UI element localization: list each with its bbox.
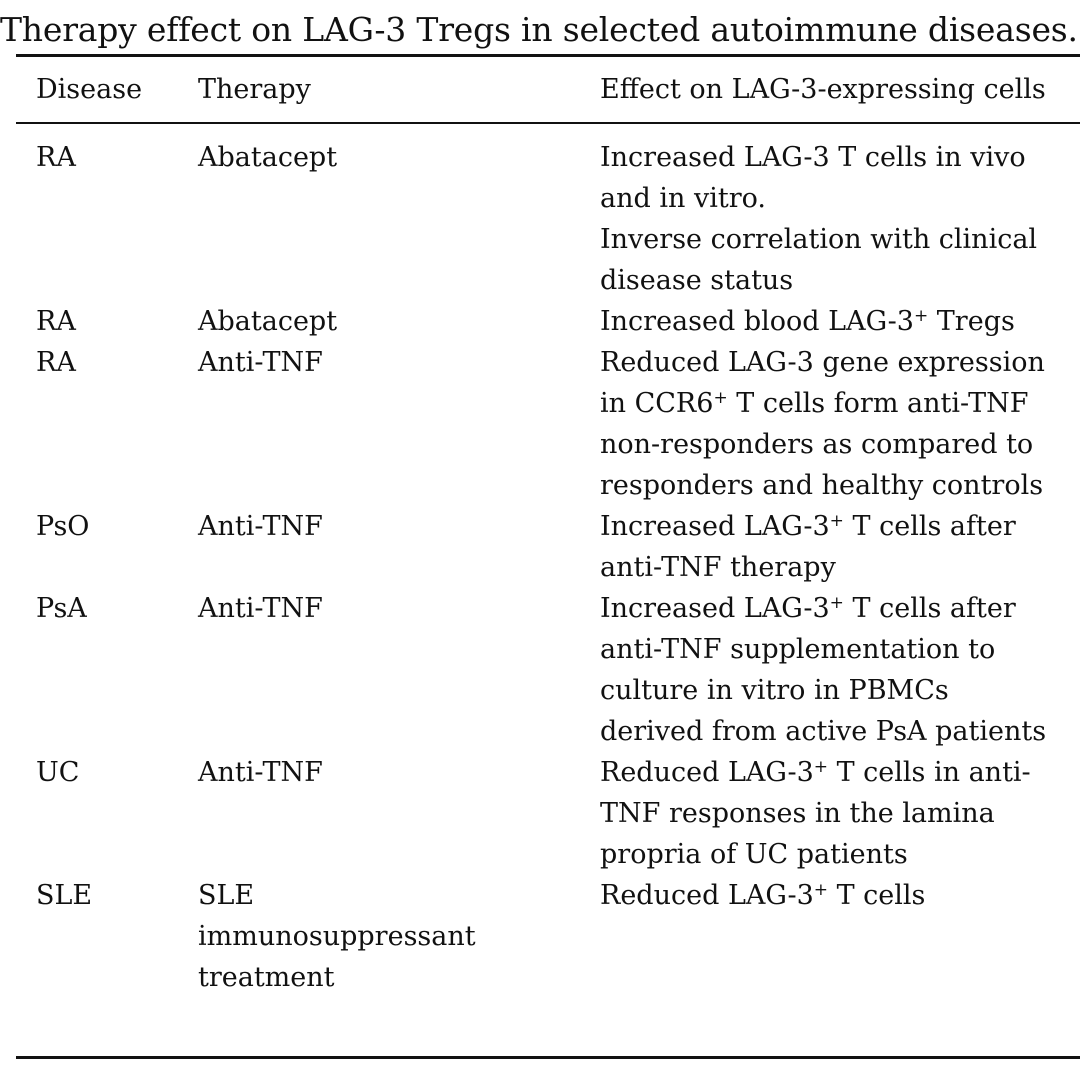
disease-cell: PsA — [36, 593, 87, 624]
therapy-cell: Anti-TNF — [198, 593, 323, 624]
effect-cell: Reduced LAG-3+ T cells in anti- TNF respo… — [600, 752, 1080, 875]
effect-line: Increased LAG-3 T cells in vivo — [600, 137, 1080, 178]
effect-line: Reduced LAG-3+ T cells — [600, 875, 1080, 916]
superscript-plus: + — [829, 511, 844, 531]
effect-line: in CCR6+ T cells form anti-TNF — [600, 383, 1080, 424]
effect-cell: Increased blood LAG-3+ Tregs — [600, 301, 1080, 342]
effect-text: responders and healthy controls — [600, 470, 1044, 501]
effect-line: derived from active PsA patients — [600, 711, 1080, 752]
therapy-cell: Abatacept — [198, 142, 338, 173]
therapy-cell: Anti-TNF — [198, 347, 323, 378]
effect-text: Inverse correlation with clinical — [600, 224, 1038, 255]
table-row: UC Anti-TNF Reduced LAG-3+ T cells in an… — [0, 752, 1080, 875]
therapy-cell: Anti-TNF — [198, 511, 323, 542]
disease-cell: UC — [36, 757, 80, 788]
effect-text: Increased LAG-3 — [600, 511, 830, 542]
column-header-disease: Disease — [36, 74, 143, 105]
effect-line: TNF responses in the lamina — [600, 793, 1080, 834]
effect-text: in CCR6 — [600, 388, 714, 419]
effect-text: Tregs — [928, 306, 1015, 337]
therapy-cell: SLE immunosuppressant treatment — [198, 880, 476, 993]
table-caption: Therapy effect on LAG-3 Tregs in selecte… — [0, 10, 1078, 49]
effect-text: Reduced LAG-3 — [600, 880, 814, 911]
header-rule — [16, 122, 1080, 124]
effect-text: Increased LAG-3 T cells in vivo — [600, 142, 1026, 173]
effect-line: Reduced LAG-3 gene expression — [600, 342, 1080, 383]
table-row: RA Abatacept Increased blood LAG-3+ Treg… — [0, 301, 1080, 342]
superscript-plus: + — [913, 306, 929, 326]
effect-line: Increased LAG-3+ T cells after — [600, 506, 1080, 547]
effect-line: responders and healthy controls — [600, 465, 1080, 506]
effect-line: culture in vitro in PBMCs — [600, 670, 1080, 711]
effect-text: Reduced LAG-3 — [600, 757, 814, 788]
effect-text: Increased blood LAG-3 — [600, 306, 914, 337]
superscript-plus: + — [813, 880, 828, 900]
effect-line: Inverse correlation with clinical — [600, 219, 1080, 260]
effect-text: non-responders as compared to — [600, 429, 1034, 460]
effect-line: propria of UC patients — [600, 834, 1080, 875]
effect-text: Increased LAG-3 — [600, 593, 830, 624]
effect-cell: Reduced LAG-3 gene expression in CCR6+ T … — [600, 342, 1080, 506]
disease-cell: PsO — [36, 511, 90, 542]
disease-cell: RA — [36, 142, 76, 173]
table-row: SLE SLE immunosuppressant treatment Redu… — [0, 875, 1080, 998]
disease-cell: RA — [36, 306, 76, 337]
effect-text: T cells form anti-TNF — [727, 388, 1029, 419]
table-row: PsA Anti-TNF Increased LAG-3+ T cells af… — [0, 588, 1080, 752]
effect-line: anti-TNF supplementation to — [600, 629, 1080, 670]
therapy-cell: Anti-TNF — [198, 757, 323, 788]
superscript-plus: + — [829, 593, 844, 613]
therapy-cell: Abatacept — [198, 306, 338, 337]
effect-line: Reduced LAG-3+ T cells in anti- — [600, 752, 1080, 793]
effect-text: propria of UC patients — [600, 839, 908, 870]
effect-line: Increased LAG-3+ T cells after — [600, 588, 1080, 629]
bottom-rule — [16, 1056, 1080, 1059]
effect-cell: Reduced LAG-3+ T cells — [600, 875, 1080, 916]
effect-line: non-responders as compared to — [600, 424, 1080, 465]
effect-line: disease status — [600, 260, 1080, 301]
effect-text: culture in vitro in PBMCs — [600, 675, 949, 706]
effect-text: T cells after — [843, 511, 1016, 542]
effect-text: T cells after — [843, 593, 1016, 624]
top-rule — [16, 54, 1080, 57]
superscript-plus: + — [813, 757, 828, 777]
effect-text: TNF responses in the lamina — [600, 798, 995, 829]
effect-text: anti-TNF therapy — [600, 552, 836, 583]
table-row: PsO Anti-TNF Increased LAG-3+ T cells af… — [0, 506, 1080, 588]
effect-cell: Increased LAG-3+ T cells after anti-TNF s… — [600, 588, 1080, 752]
column-header-effect: Effect on LAG-3-expressing cells — [600, 74, 1046, 105]
effect-text: disease status — [600, 265, 794, 296]
table-body: RA Abatacept Increased LAG-3 T cells in … — [0, 137, 1080, 998]
column-header-therapy: Therapy — [198, 74, 311, 105]
effect-text: Reduced LAG-3 gene expression — [600, 347, 1045, 378]
superscript-plus: + — [713, 388, 728, 408]
effect-text: T cells in anti- — [828, 757, 1031, 788]
effect-text: derived from active PsA patients — [600, 716, 1047, 747]
effect-text: T cells — [828, 880, 926, 911]
effect-line: anti-TNF therapy — [600, 547, 1080, 588]
effect-cell: Increased LAG-3+ T cells after anti-TNF t… — [600, 506, 1080, 588]
effect-line: and in vitro. — [600, 178, 1080, 219]
disease-cell: RA — [36, 347, 76, 378]
effect-text: and in vitro. — [600, 183, 766, 214]
effect-line: Increased blood LAG-3+ Tregs — [600, 301, 1080, 342]
effect-cell: Increased LAG-3 T cells in vivo and in vi… — [600, 137, 1080, 301]
disease-cell: SLE — [36, 880, 93, 911]
table-row: RA Abatacept Increased LAG-3 T cells in … — [0, 137, 1080, 301]
table-row: RA Anti-TNF Reduced LAG-3 gene expressio… — [0, 342, 1080, 506]
effect-text: anti-TNF supplementation to — [600, 634, 996, 665]
